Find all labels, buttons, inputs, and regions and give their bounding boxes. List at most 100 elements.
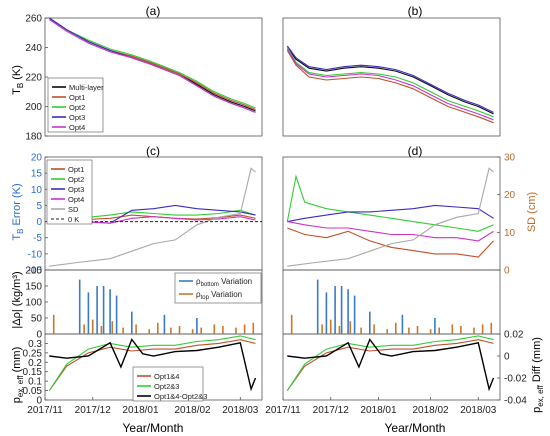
series-opt2-3 <box>286 335 494 391</box>
legend-density: ρbottom Variation ρtop Variation <box>174 272 262 304</box>
series-opt2 <box>49 209 256 221</box>
legend-label: ρbottom Variation <box>196 277 252 288</box>
bar <box>395 322 397 334</box>
x-tick-label: 2018/01 <box>122 405 159 416</box>
bar <box>353 295 356 334</box>
panel-label-a: (a) <box>146 4 161 18</box>
bar <box>102 286 105 334</box>
x-tick-label: 2018/03 <box>460 405 497 416</box>
bar <box>148 329 150 334</box>
bar <box>196 318 198 334</box>
bar <box>109 289 111 334</box>
bar <box>321 324 323 334</box>
bar <box>369 311 371 334</box>
bar <box>340 286 343 334</box>
y-tick-label: -15 <box>28 266 43 277</box>
y-tick-label: 220 <box>25 73 42 84</box>
xlabel-left: Year/Month <box>123 421 184 435</box>
bar <box>243 324 246 334</box>
bar <box>96 286 98 334</box>
series-opt3 <box>286 45 494 113</box>
y-tick-label: 15 <box>31 169 43 180</box>
legend-label: SD <box>68 205 79 214</box>
x-tick-label: 2017/12 <box>313 405 350 416</box>
bar <box>490 322 493 334</box>
legend-label: Opt1 <box>68 165 84 174</box>
x-tick-label: 2017/11 <box>265 405 301 416</box>
series-opt2 <box>48 17 256 109</box>
y-tick-label: 5 <box>36 201 42 212</box>
bar <box>451 324 454 334</box>
legend-label: Opt2 <box>69 103 85 112</box>
y-tick-label: 10 <box>31 185 43 196</box>
bar <box>213 324 216 334</box>
y-tick-label: 0.1 <box>28 377 42 388</box>
x-tick-label: 2018/02 <box>412 405 449 416</box>
series-opt4 <box>286 48 494 121</box>
legend-label: Opt1&4-Opt2&3 <box>154 392 207 401</box>
legend-label: Multi-layer <box>69 83 104 92</box>
y-tick-label: 0 <box>36 330 42 341</box>
series-sd <box>49 167 256 267</box>
bar <box>78 279 81 334</box>
bar <box>83 324 85 334</box>
bar <box>360 327 362 334</box>
bar <box>438 327 440 334</box>
bar <box>316 279 319 334</box>
frame-pr <box>282 333 501 401</box>
bar <box>52 314 55 334</box>
bar <box>122 327 124 334</box>
bar <box>163 314 166 334</box>
bar <box>481 324 484 334</box>
bar <box>408 327 410 334</box>
legend-label: ρtop Variation <box>196 290 242 301</box>
series-opt1 <box>287 227 494 258</box>
series-opt1-4 <box>286 339 494 391</box>
panel-frames <box>44 17 501 401</box>
xlabel-right: Year/Month <box>385 421 446 435</box>
error-ylabel: TB Error (K) <box>11 183 25 240</box>
legend-label: Opt3 <box>69 113 85 122</box>
y-tick-label: 150 <box>25 282 42 293</box>
y-tick-label: 200 <box>25 266 42 277</box>
series-sd <box>287 167 494 267</box>
series-opt2-3 <box>48 335 256 391</box>
x-tick-label: 2018/01 <box>360 405 397 416</box>
axes: 180200220240260-15-10-505101520010203005… <box>23 14 528 417</box>
tb-ylabel: TB (K) <box>11 65 25 95</box>
series-opt1-4-opt2-3 <box>287 338 495 392</box>
legend-box <box>174 272 262 304</box>
y-tick-label: 10 <box>504 228 516 239</box>
y-tick-label: 0.02 <box>504 330 524 341</box>
y-tick-label: 20 <box>31 153 43 164</box>
bar <box>373 324 375 334</box>
y-tick-label: -5 <box>33 233 42 244</box>
y-tick-label: 0.2 <box>28 358 42 369</box>
bar <box>334 286 336 334</box>
legend-label: Opt1 <box>69 93 85 102</box>
bar <box>329 319 332 334</box>
bar <box>87 292 90 334</box>
y-tick-label: 0 <box>504 352 510 363</box>
bar <box>460 326 462 334</box>
drho-ylabel: |Δρ| (kg/m³) <box>11 271 23 328</box>
bar <box>434 318 436 334</box>
legend-label: Opt2&3 <box>154 382 179 391</box>
bar <box>347 289 349 334</box>
frame-d <box>282 156 501 271</box>
y-tick-label: -0.04 <box>504 396 527 407</box>
bar <box>115 295 118 334</box>
bar <box>429 329 432 334</box>
bar <box>178 326 181 334</box>
series-opt1 <box>286 50 494 124</box>
panel-label-d: (d) <box>408 144 423 158</box>
bar <box>416 326 419 334</box>
y-tick-label: 30 <box>504 153 516 164</box>
y-tick-label: 0 <box>36 396 42 407</box>
y-tick-label: -0.02 <box>504 374 527 385</box>
series-opt4 <box>287 221 494 242</box>
bar <box>349 321 352 334</box>
bar <box>235 327 237 334</box>
